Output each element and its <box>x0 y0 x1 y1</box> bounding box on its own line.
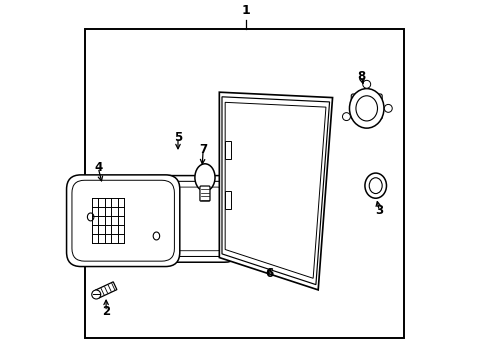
FancyBboxPatch shape <box>135 176 238 262</box>
Ellipse shape <box>342 113 350 121</box>
Bar <box>224 141 231 159</box>
Polygon shape <box>219 92 332 290</box>
Ellipse shape <box>368 178 382 194</box>
Polygon shape <box>95 282 117 298</box>
Bar <box>224 191 231 209</box>
Ellipse shape <box>92 290 101 299</box>
FancyBboxPatch shape <box>147 187 226 251</box>
FancyBboxPatch shape <box>350 94 382 119</box>
Text: 1: 1 <box>242 4 250 17</box>
Ellipse shape <box>362 80 370 88</box>
Polygon shape <box>224 102 325 278</box>
Ellipse shape <box>355 96 377 121</box>
Text: 7: 7 <box>199 143 207 156</box>
Text: 3: 3 <box>374 204 383 217</box>
Ellipse shape <box>195 164 215 191</box>
Text: 8: 8 <box>356 69 365 82</box>
Text: 4: 4 <box>94 161 102 174</box>
FancyBboxPatch shape <box>66 175 180 266</box>
FancyBboxPatch shape <box>141 181 232 256</box>
Text: 5: 5 <box>174 131 182 144</box>
Ellipse shape <box>349 89 383 128</box>
FancyBboxPatch shape <box>200 186 209 201</box>
FancyBboxPatch shape <box>72 180 174 261</box>
Ellipse shape <box>364 173 386 198</box>
Ellipse shape <box>384 104 391 112</box>
Bar <box>84 29 404 338</box>
Text: 2: 2 <box>102 305 110 318</box>
Text: 6: 6 <box>265 267 273 280</box>
Polygon shape <box>222 97 329 285</box>
